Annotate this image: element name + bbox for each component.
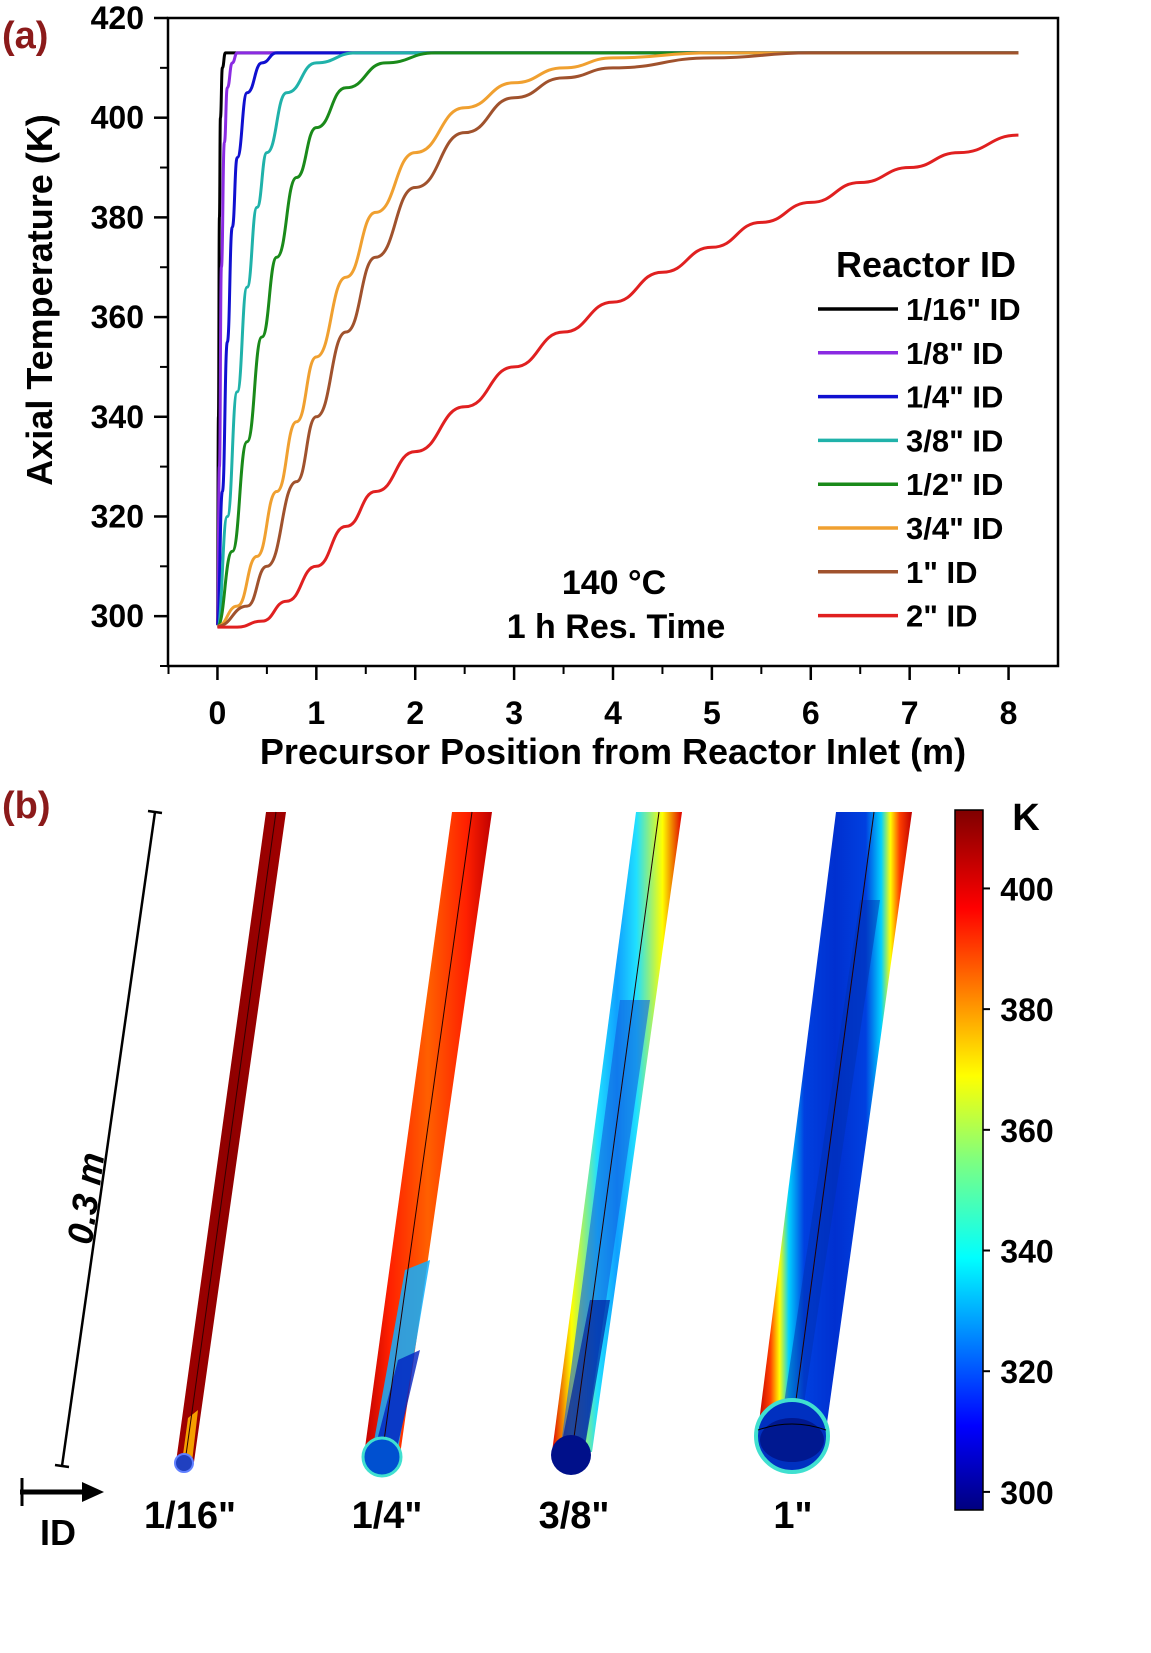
- legend-label-3: 3/8" ID: [906, 423, 1003, 458]
- series-line-7: [217, 133, 1019, 629]
- x-tick-label-3: 3: [505, 695, 523, 731]
- y-tick-label-2: 340: [91, 399, 144, 435]
- tube-labels: 1/16" 1/4" 3/8" 1": [144, 1495, 813, 1537]
- legend-label-2: 1/4" ID: [906, 380, 1003, 415]
- series-line-6: [217, 51, 1019, 628]
- tube-1: [754, 811, 912, 1474]
- colorbar-tick-label-2: 340: [1000, 1234, 1053, 1270]
- panel-a-label: (a): [2, 15, 48, 57]
- series-line-4: [215, 51, 1019, 628]
- x-tick-label-0: 0: [209, 695, 227, 731]
- y-axis-label: Axial Temperature (K): [19, 114, 60, 485]
- legend: Reactor ID 1/16" ID 1/8" ID 1/4" ID 3/8" ID…: [818, 244, 1021, 634]
- x-axis: 0 1 2 3 4 5 6 7 8: [167, 666, 1018, 731]
- y-tick-label-6: 420: [91, 0, 144, 36]
- legend-label-4: 1/2" ID: [906, 467, 1003, 502]
- y-tick-label-0: 300: [91, 598, 144, 634]
- legend-label-1: 1/8" ID: [906, 336, 1003, 371]
- id-axis-indicator: ID: [20, 1478, 104, 1553]
- legend-label-6: 1" ID: [906, 555, 978, 590]
- y-tick-label-1: 320: [91, 498, 144, 534]
- x-axis-label: Precursor Position from Reactor Inlet (m…: [260, 731, 966, 772]
- tube-label-3: 1": [773, 1495, 812, 1537]
- colorbar: K 300 320 340 360 380 400: [954, 797, 1054, 1511]
- x-tick-label-8: 8: [1000, 695, 1018, 731]
- scale-bar-label: 0.3 m: [59, 1150, 112, 1247]
- x-tick-label-6: 6: [802, 695, 820, 731]
- panel-b-label: (b): [2, 785, 51, 827]
- colorbar-unit: K: [1012, 797, 1040, 839]
- y-axis: 300 320 340 360 380 400 420: [91, 0, 168, 667]
- tube-label-2: 3/8": [539, 1495, 610, 1537]
- y-tick-label-4: 380: [91, 199, 144, 235]
- tube-label-0: 1/16": [144, 1495, 236, 1537]
- x-tick-label-4: 4: [604, 695, 622, 731]
- x-tick-label-2: 2: [406, 695, 424, 731]
- colorbar-tick-label-4: 380: [1000, 992, 1053, 1028]
- id-axis-label: ID: [40, 1512, 76, 1553]
- scale-bar: 0.3 m: [54, 809, 163, 1469]
- legend-title: Reactor ID: [836, 244, 1016, 285]
- colorbar-tick-label-3: 360: [1000, 1113, 1053, 1149]
- tube-1-4: [361, 811, 492, 1478]
- y-tick-label-3: 360: [91, 299, 144, 335]
- colorbar-tick-label-0: 300: [1000, 1475, 1053, 1511]
- tube-3-8: [551, 811, 682, 1475]
- series-line-5: [217, 51, 1019, 628]
- x-tick-label-7: 7: [901, 695, 919, 731]
- legend-label-0: 1/16" ID: [906, 292, 1021, 327]
- y-tick-label-5: 400: [91, 100, 144, 136]
- annotation-temperature: 140 °C: [562, 564, 666, 602]
- series-lines: [215, 51, 1019, 629]
- colorbar-tick-label-1: 320: [1000, 1354, 1053, 1390]
- tube-1-16: [174, 811, 286, 1473]
- x-tick-label-1: 1: [307, 695, 325, 731]
- legend-label-5: 3/4" ID: [906, 511, 1003, 546]
- tube-label-1: 1/4": [352, 1495, 423, 1537]
- x-tick-label-5: 5: [703, 695, 721, 731]
- legend-label-7: 2" ID: [906, 599, 978, 634]
- annotation-residence-time: 1 h Res. Time: [507, 608, 726, 646]
- colorbar-tick-label-5: 400: [1000, 871, 1053, 907]
